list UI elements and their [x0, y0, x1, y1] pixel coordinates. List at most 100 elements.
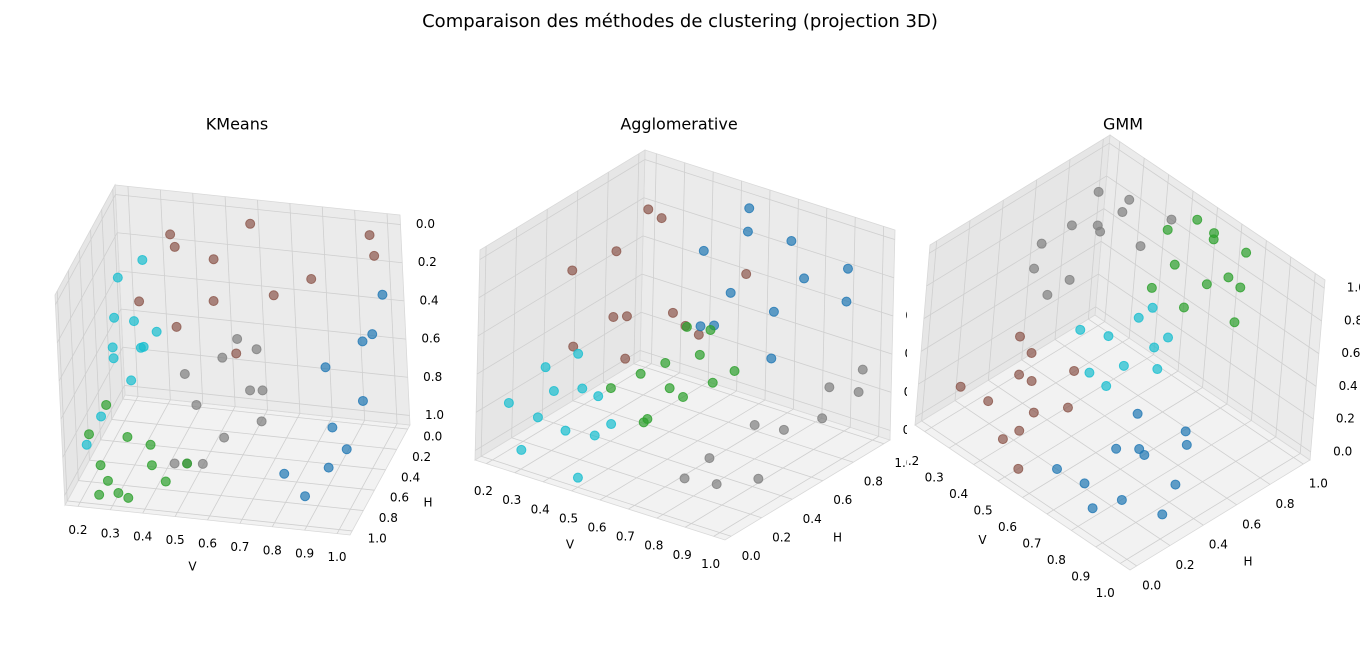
- point: [681, 321, 692, 332]
- point: [300, 491, 311, 502]
- point: [1036, 238, 1047, 249]
- grid-line: [599, 399, 766, 501]
- point: [955, 381, 966, 392]
- grid-line: [77, 396, 139, 507]
- point: [1201, 279, 1212, 290]
- grid-line: [926, 175, 1107, 287]
- grid-line: [224, 196, 236, 407]
- point: [605, 383, 616, 394]
- x-tick-label: 0.5: [559, 511, 578, 525]
- grid-line: [514, 372, 680, 474]
- point: [1229, 317, 1240, 328]
- x-tick-label: 0.8: [1047, 553, 1066, 567]
- grid-line: [89, 459, 375, 491]
- z-tick-label: 1.0: [1347, 281, 1360, 295]
- grid-line: [476, 273, 643, 375]
- point: [1116, 494, 1127, 505]
- point: [256, 416, 267, 427]
- point: [1157, 509, 1168, 520]
- point: [853, 387, 864, 398]
- side-pane: [54, 183, 126, 507]
- x-axis-label: V: [566, 538, 575, 552]
- grid-line: [920, 241, 1102, 352]
- grid-line: [1098, 273, 1314, 420]
- point: [635, 368, 646, 379]
- point: [638, 417, 649, 428]
- point: [1069, 365, 1080, 376]
- z-tick-label: 0.4: [904, 347, 923, 361]
- z-tick-label: 0.2: [904, 385, 923, 399]
- y-tick-label: 0.6: [833, 493, 852, 507]
- point: [572, 472, 583, 483]
- grid-line: [736, 180, 742, 391]
- grid-line: [257, 199, 268, 411]
- z-tick-label: 1.0: [907, 232, 926, 246]
- grid-line: [511, 437, 762, 519]
- point: [1103, 331, 1114, 342]
- point: [621, 311, 632, 322]
- grid-line: [192, 193, 204, 404]
- x-tick-label: 0.5: [166, 533, 185, 547]
- point: [1149, 342, 1160, 353]
- point: [1180, 426, 1191, 437]
- point: [1026, 347, 1037, 358]
- point: [1101, 381, 1112, 392]
- point: [137, 254, 148, 265]
- y-tick-label: 1.0: [1309, 477, 1328, 491]
- subplot-title: Agglomerative: [620, 115, 737, 134]
- point: [169, 458, 180, 469]
- x-tick-label: 0.2: [900, 454, 919, 468]
- grid-line: [1100, 241, 1317, 387]
- point: [799, 273, 810, 284]
- point: [179, 368, 190, 379]
- grid-line: [541, 209, 548, 420]
- y-tick-label: 0.4: [803, 512, 822, 526]
- point: [1014, 369, 1025, 380]
- point: [1178, 302, 1189, 313]
- grid-line: [101, 209, 113, 420]
- grid-line: [1226, 223, 1243, 405]
- point: [323, 462, 334, 473]
- point: [1241, 247, 1252, 258]
- grid-line: [115, 194, 401, 225]
- point: [667, 307, 678, 318]
- subplot-title: KMeans: [206, 115, 268, 134]
- point: [660, 358, 671, 369]
- grid-line: [685, 426, 851, 528]
- grid-line: [55, 194, 116, 305]
- point: [1208, 234, 1219, 245]
- x-tick-label: 0.4: [531, 502, 550, 516]
- x-tick-label: 0.4: [133, 530, 152, 544]
- grid-line: [921, 240, 938, 421]
- grid-line: [321, 206, 333, 417]
- point: [664, 383, 675, 394]
- point: [983, 396, 994, 407]
- point: [107, 342, 118, 353]
- z-tick-label: 0.4: [420, 293, 439, 307]
- point: [1075, 324, 1086, 335]
- grid-line: [849, 217, 856, 428]
- point: [997, 434, 1008, 445]
- point: [232, 333, 243, 344]
- point: [217, 352, 228, 363]
- point: [251, 344, 262, 355]
- point: [245, 385, 256, 396]
- grid-line: [127, 186, 139, 397]
- point: [369, 250, 380, 261]
- point: [753, 473, 764, 484]
- point: [1162, 224, 1173, 235]
- point: [169, 241, 180, 252]
- x-tick-label: 0.2: [68, 523, 87, 537]
- z-tick-label: 0.6: [421, 332, 440, 346]
- grid-line: [207, 409, 268, 521]
- z-tick-label: 0.6: [905, 308, 924, 322]
- point: [377, 289, 388, 300]
- point: [94, 489, 105, 500]
- y-tick-label: 0.2: [412, 450, 431, 464]
- x-tick-label: 1.0: [327, 550, 346, 564]
- x-tick-label: 0.2: [474, 484, 493, 498]
- grid-line: [64, 385, 125, 496]
- point: [101, 399, 112, 410]
- grid-line: [821, 208, 828, 419]
- grid-line: [1250, 240, 1267, 421]
